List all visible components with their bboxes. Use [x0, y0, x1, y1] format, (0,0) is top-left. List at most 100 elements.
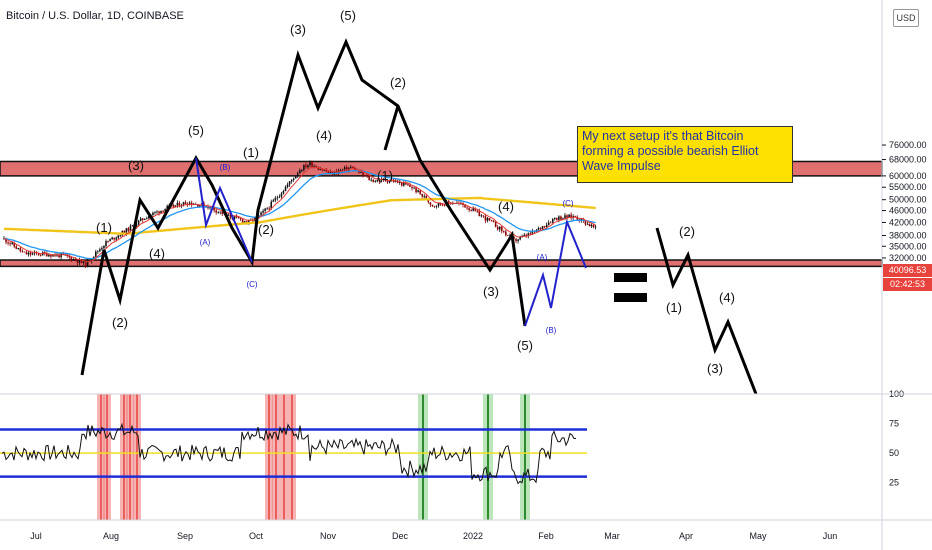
candle-body: [160, 210, 162, 214]
candle-body: [62, 253, 64, 255]
candle-body: [523, 234, 525, 237]
y-tick-label: 60000.00: [889, 171, 927, 181]
candle-body: [541, 226, 544, 229]
candle-body: [568, 214, 570, 218]
candle-body: [182, 202, 185, 206]
candle-body: [464, 204, 466, 208]
candle-body: [427, 200, 430, 203]
abc-label: (A): [537, 253, 548, 262]
candle-body: [549, 222, 552, 224]
candle-body: [482, 215, 485, 217]
candle-body: [574, 216, 576, 217]
candle-body: [29, 252, 32, 255]
candle-body: [358, 170, 360, 173]
currency-button[interactable]: USD: [893, 9, 919, 27]
candle-body: [217, 211, 219, 213]
candle-body: [97, 251, 99, 253]
candle-body: [388, 180, 391, 183]
candle-body: [46, 253, 48, 257]
candle-body: [484, 216, 487, 221]
candle-body: [370, 179, 372, 181]
candle-body: [323, 170, 326, 171]
candle-body: [537, 228, 540, 230]
candle-body: [515, 238, 517, 242]
wave-label: (5): [517, 338, 533, 353]
candle-body: [221, 211, 224, 215]
candle-body: [401, 181, 403, 186]
candle-body: [184, 202, 187, 205]
candle-body: [394, 180, 397, 182]
candle-body: [472, 208, 474, 211]
countdown-tag: 02:42:53: [883, 278, 932, 291]
candle-body: [364, 175, 366, 176]
candle-body: [115, 237, 117, 240]
candle-body: [15, 246, 18, 249]
candle-body: [413, 187, 415, 189]
candle-body: [86, 259, 89, 267]
candle-body: [415, 187, 417, 193]
candle-body: [292, 178, 295, 180]
candle-body: [274, 198, 277, 201]
candle-body: [505, 231, 507, 236]
candle-body: [319, 169, 321, 171]
last-price-tag: 40096.53: [883, 264, 932, 277]
candle-body: [478, 210, 481, 217]
candle-body: [556, 218, 558, 220]
candle-body: [84, 261, 87, 267]
candle-body: [262, 210, 264, 213]
candle-body: [105, 241, 107, 247]
candle-body: [327, 171, 330, 173]
wave-label: (3): [707, 361, 723, 376]
rsi-tick-label: 75: [889, 419, 899, 429]
annotation-note[interactable]: My next setup it's that Bitcoin forming …: [577, 126, 793, 183]
candle-body: [199, 205, 201, 207]
candle-body: [513, 237, 515, 239]
candle-body: [176, 202, 179, 206]
candle-body: [439, 202, 442, 205]
candle-body: [468, 208, 470, 211]
candle-body: [562, 218, 564, 220]
x-tick-label: 2022: [463, 531, 483, 541]
candle-body: [74, 258, 77, 261]
x-tick-label: May: [749, 531, 767, 541]
candle-body: [164, 209, 166, 212]
candle-body: [594, 226, 597, 228]
candle-body: [362, 171, 364, 176]
candle-body: [558, 216, 560, 220]
candle-body: [566, 215, 568, 218]
rsi-line: [1, 422, 576, 485]
candle-body: [474, 208, 477, 211]
abc-label: (C): [562, 199, 573, 208]
candle-body: [162, 210, 164, 212]
candle-body: [135, 224, 138, 227]
candle-body: [588, 223, 591, 227]
candle-body: [37, 253, 40, 255]
candle-body: [268, 208, 270, 210]
candle-body: [23, 251, 26, 253]
candle-body: [27, 252, 30, 255]
candle-body: [507, 235, 509, 236]
candle-body: [141, 218, 144, 220]
candle-body: [411, 186, 413, 189]
candle-body: [88, 259, 91, 262]
wave-label: (4): [498, 199, 514, 214]
candle-body: [386, 181, 389, 183]
candle-body: [76, 260, 79, 263]
candle-body: [372, 179, 375, 182]
candle-body: [343, 167, 346, 170]
candle-body: [188, 202, 191, 205]
candle-body: [582, 218, 585, 221]
candle-body: [103, 246, 105, 249]
candle-body: [584, 220, 587, 225]
candle-body: [345, 167, 348, 171]
candle-body: [237, 216, 240, 219]
candle-body: [560, 216, 562, 220]
candle-body: [350, 167, 352, 168]
candle-body: [519, 236, 521, 240]
y-tick-label: 35000.00: [889, 241, 927, 251]
candle-body: [13, 242, 15, 247]
abc-label: (A): [200, 238, 211, 247]
candle-body: [378, 180, 381, 182]
